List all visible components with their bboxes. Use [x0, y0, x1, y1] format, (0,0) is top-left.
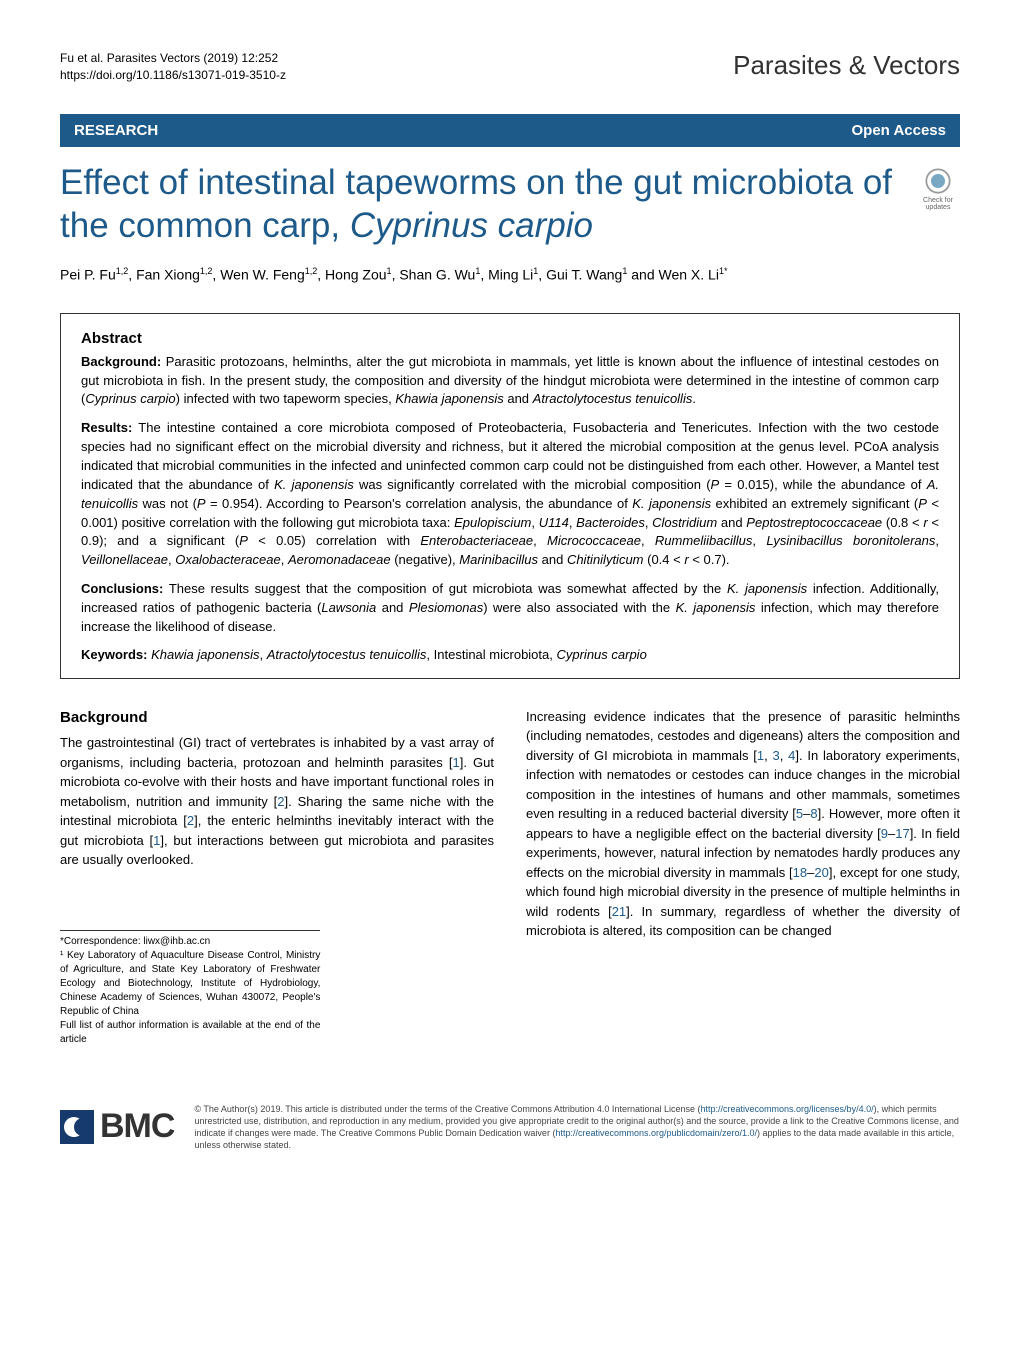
bmc-logo: BMC: [60, 1107, 174, 1146]
bmc-text: BMC: [100, 1107, 174, 1146]
ref-link[interactable]: 8: [810, 806, 817, 821]
page-footer: BMC © The Author(s) 2019. This article i…: [0, 1103, 1020, 1182]
citation-block: Fu et al. Parasites Vectors (2019) 12:25…: [60, 50, 286, 84]
abstract-results: Results: The intestine contained a core …: [81, 419, 939, 570]
research-banner: RESEARCH Open Access: [60, 114, 960, 147]
title-block: Effect of intestinal tapeworms on the gu…: [60, 161, 960, 249]
ref-link[interactable]: 20: [814, 865, 828, 880]
ref-link[interactable]: 4: [788, 748, 795, 763]
correspondence-affiliation: ¹ Key Laboratory of Aquaculture Disease …: [60, 949, 320, 1019]
keywords-label: Keywords:: [81, 647, 147, 662]
license-link[interactable]: http://creativecommons.org/publicdomain/…: [555, 1128, 757, 1138]
ref-link[interactable]: 5: [796, 806, 803, 821]
check-updates-badge[interactable]: Check for updates: [916, 167, 960, 211]
ref-link[interactable]: 21: [612, 904, 626, 919]
abstract-heading: Abstract: [81, 330, 939, 347]
page-header: Fu et al. Parasites Vectors (2019) 12:25…: [60, 50, 960, 84]
abs-results-label: Results:: [81, 420, 132, 435]
abs-conclusions-text: These results suggest that the compositi…: [81, 581, 939, 634]
ref-link[interactable]: 3: [773, 748, 780, 763]
abs-background-label: Background:: [81, 354, 161, 369]
abs-conclusions-label: Conclusions:: [81, 581, 163, 596]
journal-name: Parasites & Vectors: [733, 50, 960, 81]
authors-line: Pei P. Fu1,2, Fan Xiong1,2, Wen W. Feng1…: [60, 266, 960, 283]
bmc-icon: [60, 1110, 94, 1144]
ref-link[interactable]: 1: [452, 755, 459, 770]
background-heading: Background: [60, 707, 494, 730]
article-title: Effect of intestinal tapeworms on the gu…: [60, 161, 960, 249]
title-species: Cyprinus carpio: [350, 206, 593, 245]
ref-link[interactable]: 1: [153, 833, 160, 848]
ref-link[interactable]: 1: [757, 748, 764, 763]
ref-link[interactable]: 2: [277, 794, 284, 809]
abs-background-text: Parasitic protozoans, helminths, alter t…: [81, 354, 939, 407]
abs-results-text: The intestine contained a core microbiot…: [81, 420, 939, 567]
keywords-text: Khawia japonensis, Atractolytocestus ten…: [151, 647, 647, 662]
citation-line: Fu et al. Parasites Vectors (2019) 12:25…: [60, 50, 286, 67]
ref-link[interactable]: 17: [895, 826, 909, 841]
ref-link[interactable]: 2: [187, 813, 194, 828]
research-label: RESEARCH: [74, 122, 158, 139]
body-columns: Background The gastrointestinal (GI) tra…: [60, 707, 960, 1047]
correspondence-block: *Correspondence: liwx@ihb.ac.cn ¹ Key La…: [60, 930, 320, 1047]
column-left: Background The gastrointestinal (GI) tra…: [60, 707, 494, 1047]
open-access-label: Open Access: [852, 122, 947, 139]
correspondence-note: Full list of author information is avail…: [60, 1019, 320, 1047]
crossmark-icon: [924, 167, 952, 195]
background-para1: The gastrointestinal (GI) tract of verte…: [60, 733, 494, 870]
doi-line: https://doi.org/10.1186/s13071-019-3510-…: [60, 67, 286, 84]
check-updates-text: Check for updates: [916, 197, 960, 211]
abstract-conclusions: Conclusions: These results suggest that …: [81, 580, 939, 637]
abstract-keywords: Keywords: Khawia japonensis, Atractolyto…: [81, 647, 939, 662]
license-text: © The Author(s) 2019. This article is di…: [194, 1103, 960, 1152]
background-para2: Increasing evidence indicates that the p…: [526, 707, 960, 941]
abstract-box: Abstract Background: Parasitic protozoan…: [60, 313, 960, 679]
abstract-background: Background: Parasitic protozoans, helmin…: [81, 353, 939, 410]
ref-link[interactable]: 18: [793, 865, 807, 880]
correspondence-email: *Correspondence: liwx@ihb.ac.cn: [60, 935, 320, 949]
license-link[interactable]: http://creativecommons.org/licenses/by/4…: [701, 1104, 874, 1114]
ref-link[interactable]: 9: [881, 826, 888, 841]
column-right: Increasing evidence indicates that the p…: [526, 707, 960, 1047]
